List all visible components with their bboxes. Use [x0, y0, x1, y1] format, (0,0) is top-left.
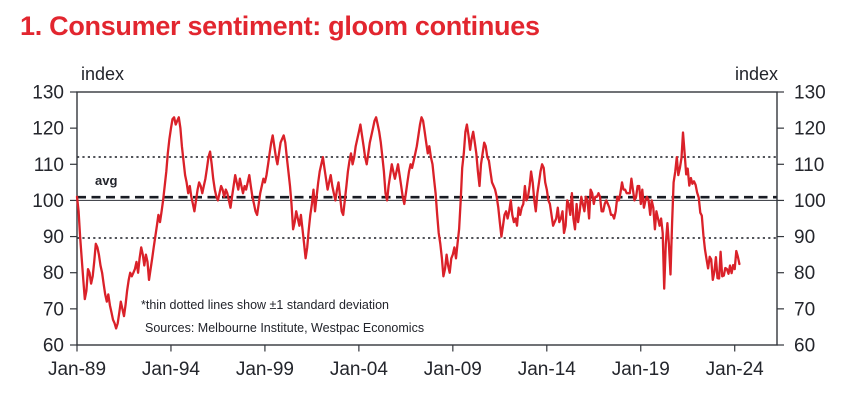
plot-border — [76, 91, 778, 346]
x-axis-tick-label: Jan-04 — [330, 359, 389, 380]
x-axis-tick-label: Jan-89 — [48, 359, 106, 380]
y-axis-tick-label-right: 120 — [794, 119, 826, 140]
sources-footnote: Sources: Melbourne Institute, Westpac Ec… — [145, 321, 425, 335]
y-axis-tick-label-right: 70 — [794, 299, 815, 320]
y-axis-tick-label-right: 80 — [794, 263, 815, 284]
y-axis-tick-label-left: 80 — [43, 263, 64, 284]
y-axis-tick-label-left: 60 — [43, 336, 64, 357]
y-axis-tick-label-left: 70 — [43, 299, 64, 320]
y-axis-unit-label-right: index — [734, 64, 778, 84]
y-axis-tick-label-right: 130 — [794, 83, 826, 104]
y-axis-unit-label-left: index — [81, 64, 125, 84]
y-axis-tick-label-left: 120 — [32, 119, 64, 140]
sentiment-line — [75, 116, 741, 330]
x-axis-tick-label: Jan-24 — [706, 359, 765, 380]
y-axis-tick-label-right: 60 — [794, 336, 815, 357]
avg-line-label: avg — [95, 173, 118, 188]
x-axis-tick-label: Jan-94 — [142, 359, 201, 380]
y-axis-tick-label-left: 100 — [32, 191, 64, 212]
y-axis-tick-label-right: 100 — [794, 191, 826, 212]
y-axis-tick-label-left: 130 — [32, 83, 64, 104]
chart-title: 1. Consumer sentiment: gloom continues — [20, 11, 540, 41]
x-axis-tick-label: Jan-14 — [518, 359, 577, 380]
x-axis-tick-label: Jan-19 — [612, 359, 670, 380]
y-axis-tick-label-left: 90 — [43, 227, 64, 248]
std-deviation-footnote: *thin dotted lines show ±1 standard devi… — [141, 298, 389, 312]
y-axis-tick-label-left: 110 — [34, 155, 64, 176]
x-axis-tick-label: Jan-99 — [236, 359, 294, 380]
y-axis-tick-label-right: 110 — [794, 155, 824, 176]
x-axis-tick-label: Jan-09 — [424, 359, 482, 380]
y-axis-tick-label-right: 90 — [794, 227, 815, 248]
